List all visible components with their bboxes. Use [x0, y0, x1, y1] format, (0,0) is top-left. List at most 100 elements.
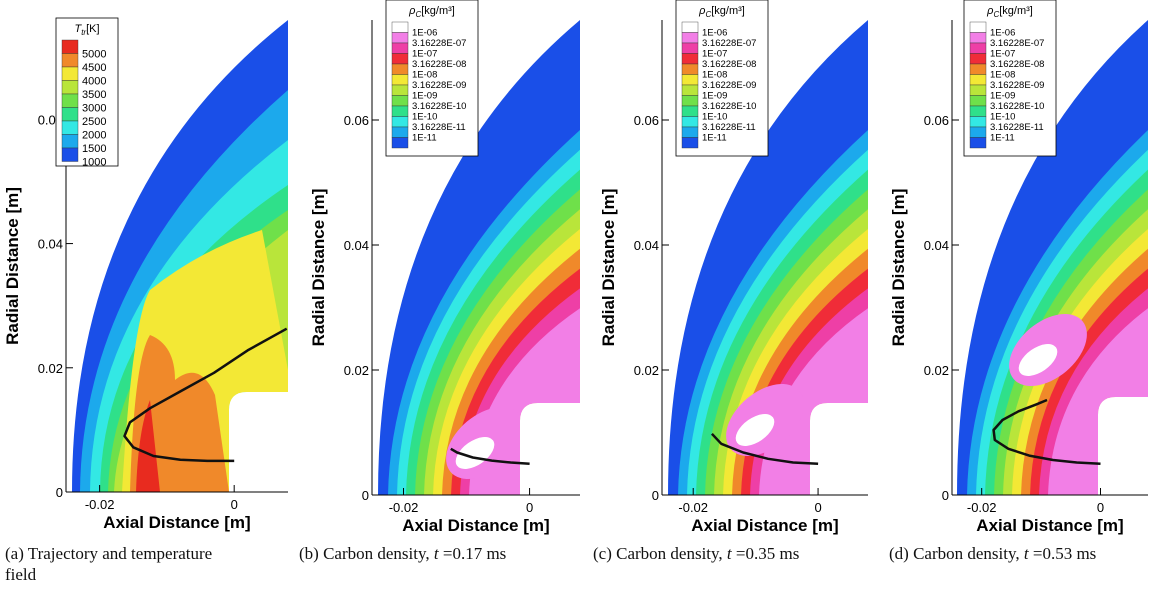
- x-tick-label: -0.02: [389, 500, 419, 515]
- legend-swatch: [969, 74, 987, 86]
- y-tick-label: 0.06: [634, 113, 659, 128]
- y-tick-label: 0.02: [38, 361, 63, 376]
- legend-label: 1E-11: [990, 133, 1015, 144]
- legend-label: 1000: [82, 157, 106, 169]
- legend-label: 1500: [82, 143, 106, 155]
- legend-swatch: [681, 137, 699, 149]
- y-tick-label: 0: [56, 485, 63, 500]
- body-surface: [1098, 397, 1148, 495]
- x-tick-label: 0: [231, 497, 238, 512]
- caption-d: (d) Carbon density, t =0.53 ms: [889, 544, 1097, 563]
- legend-swatch: [681, 126, 699, 138]
- legend-swatch: [681, 95, 699, 107]
- contour-level: [455, 437, 495, 469]
- y-tick-label: 0.04: [344, 238, 369, 253]
- legend-label: 3.16228E-09: [702, 80, 756, 91]
- legend-swatch: [391, 84, 409, 96]
- legend-label: 3.16228E-08: [412, 59, 466, 70]
- legend-label: 4500: [82, 62, 106, 74]
- legend-swatch: [61, 80, 79, 95]
- legend-label: 1E-11: [412, 133, 437, 144]
- legend-swatch: [391, 137, 409, 149]
- y-tick-label: 0: [942, 488, 949, 503]
- legend-swatch: [681, 53, 699, 65]
- caption-c: (c) Carbon density, t =0.35 ms: [593, 544, 800, 563]
- legend-swatch: [61, 93, 79, 108]
- legend-label: 3.16228E-11: [412, 122, 466, 133]
- legend-swatch: [681, 105, 699, 117]
- legend-swatch: [391, 53, 409, 65]
- legend-label: 3.16228E-07: [412, 38, 466, 49]
- legend-label: 3.16228E-10: [412, 101, 466, 112]
- x-tick-label: -0.02: [678, 500, 708, 515]
- y-axis-label: Radial Distance [m]: [309, 189, 328, 347]
- legend-swatch: [681, 42, 699, 54]
- legend-swatch: [61, 107, 79, 122]
- legend-label: 1E-10: [412, 112, 437, 123]
- legend-label: 3.16228E-10: [702, 101, 756, 112]
- y-axis-label: Radial Distance [m]: [3, 187, 22, 345]
- legend-swatch: [681, 116, 699, 128]
- legend-label: 2000: [82, 130, 106, 142]
- legend-label: 3.16228E-07: [702, 38, 756, 49]
- legend-label: 1E-06: [702, 28, 727, 39]
- contour-level: [735, 414, 775, 446]
- legend-swatch: [61, 147, 79, 162]
- y-tick-label: 0.04: [38, 237, 63, 252]
- y-tick-label: 0.02: [344, 363, 369, 378]
- legend-label: 1E-08: [702, 70, 727, 81]
- legend-swatch: [969, 126, 987, 138]
- legend-label: 3.16228E-11: [990, 122, 1044, 133]
- legend-label: 1E-08: [412, 70, 437, 81]
- legend-swatch: [61, 66, 79, 81]
- legend-swatch: [969, 137, 987, 149]
- legend-title: Ttr[K]: [74, 23, 99, 37]
- legend-swatch: [61, 120, 79, 135]
- legend-swatch: [391, 63, 409, 75]
- legend-swatch: [969, 116, 987, 128]
- y-tick-label: 0.04: [634, 238, 659, 253]
- legend-label: 3.16228E-07: [990, 38, 1044, 49]
- y-tick-label: 0.04: [924, 238, 949, 253]
- legend-label: 1E-10: [990, 112, 1015, 123]
- y-tick-label: 0: [362, 488, 369, 503]
- legend-label: 3.16228E-10: [990, 101, 1044, 112]
- legend-label: 3.16228E-09: [990, 80, 1044, 91]
- legend-label: 1E-08: [990, 70, 1015, 81]
- legend-label: 3.16228E-11: [702, 122, 756, 133]
- legend-label: 1E-09: [412, 91, 437, 102]
- legend-title: ρC[kg/m³]: [986, 5, 1033, 19]
- x-tick-label: -0.02: [85, 497, 115, 512]
- legend-label: 4000: [82, 76, 106, 88]
- y-axis-label: Radial Distance [m]: [599, 189, 618, 347]
- y-tick-label: 0.06: [924, 113, 949, 128]
- legend-label: 3500: [82, 89, 106, 101]
- body-surface: [810, 403, 868, 495]
- legend-swatch: [969, 63, 987, 75]
- legend-swatch: [969, 32, 987, 44]
- legend-swatch: [391, 95, 409, 107]
- legend-swatch: [681, 63, 699, 75]
- legend-swatch: [61, 134, 79, 149]
- legend-swatch: [391, 74, 409, 86]
- legend-label: 1E-09: [990, 91, 1015, 102]
- x-tick-label: 0: [814, 500, 821, 515]
- legend-swatch: [391, 126, 409, 138]
- legend-label: 1E-07: [412, 49, 437, 60]
- y-tick-label: 0.06: [344, 113, 369, 128]
- x-axis-label: Axial Distance [m]: [402, 516, 549, 535]
- legend-label: 3.16228E-08: [702, 59, 756, 70]
- particle-trajectory: [992, 398, 1101, 466]
- x-axis-label: Axial Distance [m]: [976, 516, 1123, 535]
- x-tick-label: -0.02: [967, 500, 997, 515]
- legend-swatch: [969, 53, 987, 65]
- body-surface: [229, 392, 288, 492]
- legend-swatch: [969, 42, 987, 54]
- legend-label: 5000: [82, 49, 106, 61]
- legend-label: 1E-06: [990, 28, 1015, 39]
- legend-label: 1E-07: [702, 49, 727, 60]
- legend-swatch: [391, 21, 409, 33]
- legend-swatch: [969, 21, 987, 33]
